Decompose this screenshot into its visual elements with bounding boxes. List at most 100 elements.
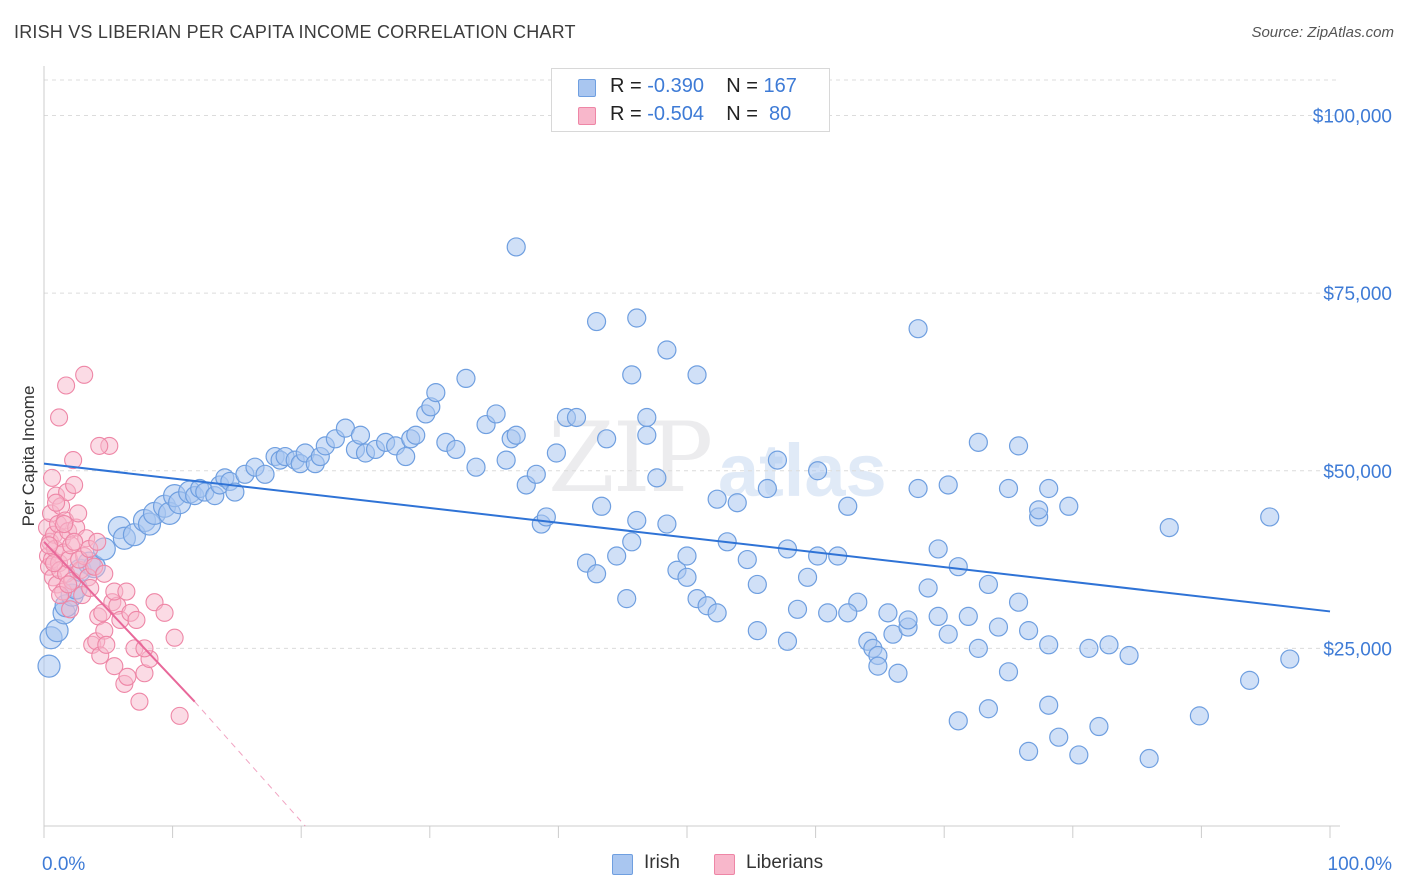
irish-point [627, 308, 647, 328]
x-tick-label-min: 0.0% [42, 854, 85, 875]
liberian-point [95, 564, 114, 583]
y-tick-label: $100,000 [1313, 107, 1392, 128]
irish-point [707, 489, 727, 509]
liberian-point [155, 603, 174, 622]
irish-point [727, 493, 747, 513]
irish-point [622, 365, 642, 385]
liberian-point [61, 600, 80, 619]
irish-point [546, 443, 566, 463]
irish-point [607, 546, 627, 566]
liberian-point [127, 610, 146, 630]
irish-point [878, 603, 898, 623]
liberian-point [81, 578, 100, 598]
irish-point [1039, 635, 1059, 655]
irish-point [506, 237, 526, 257]
irish-point [1039, 695, 1059, 715]
liberian-legend-label: Liberians [746, 852, 824, 873]
y-axis-label: Per Capita Income [19, 386, 38, 527]
liberian-swatch [578, 107, 596, 125]
irish-points [37, 237, 1300, 769]
y-tick-label: $25,000 [1323, 639, 1392, 660]
irish-point [938, 624, 958, 644]
irish-point [255, 464, 275, 484]
irish-point [998, 478, 1019, 499]
irish-point [737, 549, 757, 570]
liberian-point [69, 504, 88, 523]
irish-point [948, 711, 968, 731]
liberian-point [64, 451, 83, 470]
irish-point [597, 429, 617, 449]
irish-point [350, 425, 371, 445]
irish-point [617, 589, 637, 609]
irish-point [958, 606, 978, 627]
irish-legend-label: Irish [644, 852, 680, 873]
liberian-point [165, 628, 184, 647]
irish-point [707, 603, 727, 623]
irish-point [747, 621, 767, 641]
irish-point [808, 546, 828, 566]
legend-irish-text: R = -0.390 N = 167 [610, 75, 797, 97]
liberian-point [65, 475, 84, 495]
irish-legend-swatch [612, 854, 633, 875]
irish-point [586, 564, 607, 584]
irish-point [1119, 645, 1139, 666]
irish-point [898, 610, 918, 630]
irish-point [948, 557, 968, 577]
legend-liberian-text: R = -0.504 N = 80 [610, 103, 792, 125]
irish-point [637, 407, 657, 428]
liberian-point [44, 554, 64, 573]
irish-point [838, 496, 858, 516]
irish-point [938, 475, 958, 495]
liberian-trend-extension [194, 701, 306, 827]
irish-point [928, 539, 948, 559]
y-tick-label: $75,000 [1323, 284, 1392, 305]
irish-point [928, 606, 948, 627]
y-tick-label: $50,000 [1323, 462, 1392, 483]
liberian-point [39, 536, 59, 555]
irish-point [446, 439, 466, 460]
liberian-point [97, 635, 116, 654]
irish-point [592, 496, 612, 516]
irish-point [627, 510, 647, 531]
irish-point [622, 532, 642, 552]
irish-point [1079, 638, 1099, 658]
irish-point [968, 432, 988, 452]
irish-point [526, 464, 546, 484]
liberian-legend-swatch [714, 854, 735, 875]
irish-point [747, 574, 767, 595]
irish-point [406, 425, 426, 445]
irish-point [677, 546, 697, 566]
source-label: Source: ZipAtlas.com [1251, 24, 1394, 41]
irish-point [426, 383, 446, 403]
irish-point [566, 407, 587, 428]
irish-point [657, 340, 677, 360]
irish-point [1089, 716, 1109, 737]
liberian-point [105, 657, 124, 676]
irish-point [456, 368, 476, 388]
liberian-point [117, 582, 136, 601]
irish-point [1018, 621, 1039, 641]
liberian-point [55, 514, 74, 534]
irish-point [978, 574, 999, 595]
irish-point [918, 578, 938, 598]
irish-point [637, 425, 657, 445]
watermark-atlas: atlas [718, 429, 887, 512]
irish-point [657, 514, 677, 534]
liberian-point [57, 376, 76, 395]
irish-point [1008, 436, 1029, 456]
irish-point [687, 365, 707, 385]
irish-point [1159, 517, 1179, 538]
irish-point [808, 461, 828, 481]
irish-point [757, 478, 777, 499]
irish-point [818, 603, 838, 623]
chart-title: IRISH VS LIBERIAN PER CAPITA INCOME CORR… [14, 22, 576, 42]
liberian-point [90, 436, 109, 455]
irish-point [677, 567, 697, 587]
irish-point [396, 446, 416, 467]
irish-point [225, 482, 245, 502]
irish-swatch [578, 79, 596, 97]
irish-point [797, 567, 818, 587]
irish-point [1018, 741, 1039, 762]
liberian-point [75, 365, 94, 384]
